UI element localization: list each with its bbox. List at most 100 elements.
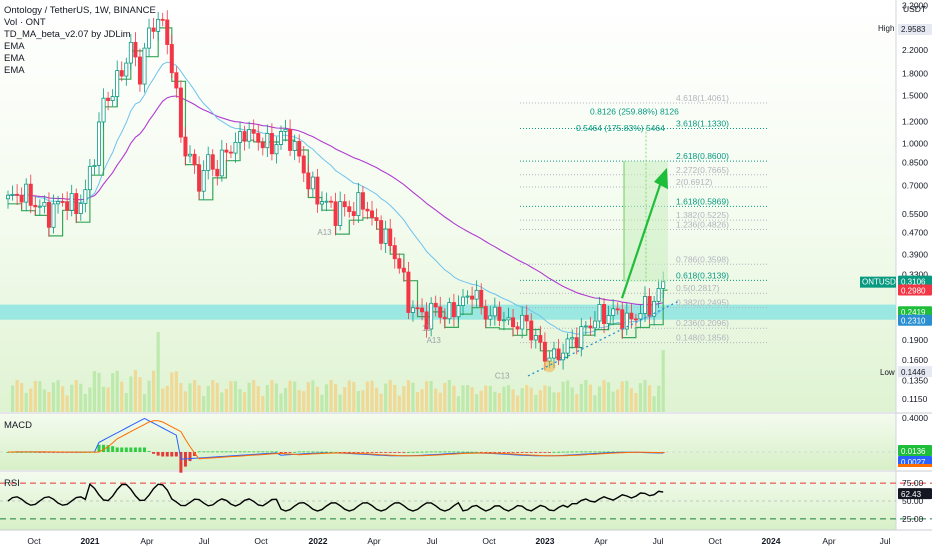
- price-pane-bg: [0, 0, 896, 412]
- time-tick: Apr: [140, 536, 153, 546]
- td-count-label: 13: [422, 324, 431, 333]
- volume-bar: [402, 386, 406, 412]
- candle-body: [197, 164, 202, 192]
- candle-body: [206, 154, 211, 171]
- volume-bar: [552, 392, 556, 412]
- projection-label: 0.5464 (175.83%) 5464: [576, 123, 665, 133]
- candle-body: [56, 201, 61, 205]
- volume-bar: [616, 389, 620, 412]
- price-tick: 0.4700: [902, 228, 928, 238]
- candle-body: [87, 166, 92, 191]
- candle-body: [347, 206, 352, 212]
- volume-bar: [65, 395, 69, 412]
- volume-bar: [101, 386, 106, 412]
- candle-body: [470, 295, 475, 300]
- volume-bar: [575, 394, 579, 412]
- indicator-ema-1[interactable]: EMA: [4, 41, 25, 52]
- macd-hist-bar: [293, 451, 297, 453]
- volume-series: [10, 332, 665, 412]
- volume-bar: [324, 384, 329, 412]
- volume-bar: [47, 391, 51, 412]
- candle-body: [92, 164, 97, 168]
- rsi-tick: 75.00: [902, 478, 924, 488]
- macd-hist-bar: [461, 451, 465, 453]
- candle-body: [360, 192, 365, 210]
- volume-bar: [543, 385, 547, 412]
- candle-body: [588, 325, 593, 329]
- candle-body: [65, 201, 70, 211]
- macd-hist-bar: [406, 451, 410, 453]
- macd-hist-bar: [115, 447, 119, 452]
- volume-bar: [602, 380, 606, 412]
- candle-body: [101, 97, 106, 123]
- candle-body: [110, 96, 115, 101]
- volume-bar: [24, 392, 28, 412]
- indicator-volume[interactable]: Vol · ONT: [4, 17, 46, 28]
- volume-bar: [588, 384, 592, 412]
- rsi-pane-label[interactable]: RSI: [4, 478, 20, 489]
- volume-bar: [293, 381, 297, 412]
- candle-body: [297, 141, 302, 157]
- indicator-ema-2[interactable]: EMA: [4, 53, 25, 64]
- candle-body: [406, 271, 411, 313]
- badge-text: 0.2419: [901, 308, 926, 317]
- time-tick: Oct: [254, 536, 268, 546]
- macd-hist-bar: [265, 451, 269, 453]
- candle-body: [115, 70, 120, 97]
- macd-hist-bar: [179, 452, 183, 473]
- volume-bar: [479, 390, 483, 412]
- macd-hist-bar: [557, 451, 561, 453]
- volume-bar: [374, 387, 379, 412]
- candle-body: [533, 335, 538, 341]
- price-badge: 0.0136: [898, 445, 932, 456]
- candle-body: [160, 18, 165, 21]
- macd-hist-bar: [297, 451, 301, 453]
- macd-histogram: [6, 444, 665, 473]
- candle-body: [46, 201, 51, 228]
- candle-body: [256, 132, 261, 143]
- macd-hist-bar: [584, 451, 588, 453]
- macd-hist-bar: [288, 452, 292, 453]
- volume-bar: [370, 380, 374, 412]
- price-tick: 2.2000: [902, 45, 928, 55]
- volume-bar: [625, 380, 629, 412]
- badge-text: 62.43: [901, 490, 922, 499]
- macd-hist-bar: [129, 447, 133, 452]
- macd-hist-bar: [361, 452, 365, 453]
- macd-hist-bar: [124, 447, 128, 452]
- volume-bar: [657, 385, 661, 412]
- candle-body: [183, 136, 188, 157]
- candle-body: [620, 309, 625, 330]
- macd-hist-bar: [566, 451, 570, 453]
- candle-body: [324, 200, 329, 203]
- indicator-td-ma[interactable]: TD_MA_beta_v2.07 by JDLim: [4, 29, 131, 40]
- candle-body: [106, 97, 111, 101]
- candle-body: [565, 338, 570, 354]
- macd-hist-bar: [243, 451, 247, 453]
- candle-body: [10, 193, 15, 196]
- volume-bar: [597, 386, 602, 412]
- badge-text: 0.2980: [901, 287, 926, 296]
- candle-body: [6, 194, 11, 200]
- macd-hist-bar: [488, 452, 492, 453]
- volume-bar: [161, 388, 165, 412]
- symbol-title[interactable]: Ontology / TetherUS, 1W, BINANCE: [4, 5, 156, 16]
- target-arrow-head: [654, 167, 668, 190]
- macd-hist-bar: [284, 452, 288, 453]
- candle-body: [552, 348, 557, 359]
- low-badge-bg: [898, 366, 932, 378]
- candle-body: [37, 205, 42, 208]
- volume-bar: [174, 371, 178, 412]
- time-tick: Apr: [367, 536, 380, 546]
- indicator-ema-3[interactable]: EMA: [4, 65, 25, 76]
- badge-text: 0.2310: [901, 317, 926, 326]
- candle-body: [338, 201, 343, 226]
- candle-body: [224, 149, 229, 153]
- candle-body: [606, 315, 611, 324]
- candle-body: [501, 319, 506, 322]
- volume-bar: [420, 389, 424, 412]
- macd-hist-bar: [475, 451, 479, 453]
- macd-pane-label[interactable]: MACD: [4, 420, 32, 431]
